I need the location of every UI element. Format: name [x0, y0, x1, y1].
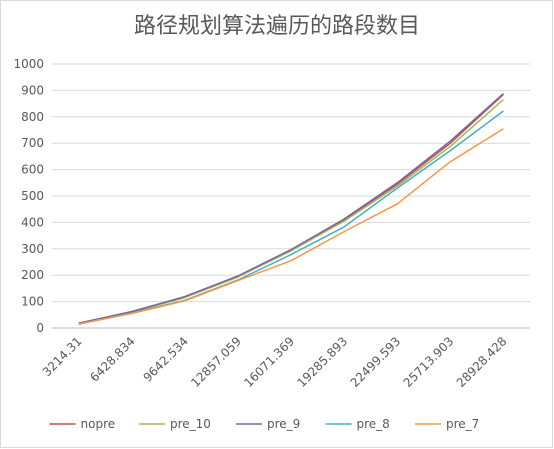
x-tick-label: 6428.834 [87, 334, 137, 384]
legend-label: pre_9 [267, 417, 300, 431]
y-tick-label: 0 [36, 321, 44, 335]
legend-label: pre_8 [357, 417, 390, 431]
x-tick-label: 25713.903 [401, 334, 457, 390]
x-tick-label: 9642.534 [141, 334, 191, 384]
y-tick-label: 700 [21, 136, 44, 150]
y-tick-label: 1000 [13, 57, 44, 71]
series-line-pre-10 [78, 99, 504, 325]
y-tick-label: 800 [21, 110, 44, 124]
y-tick-label: 600 [21, 163, 44, 177]
x-tick-label: 19285.893 [294, 334, 350, 390]
y-tick-label: 500 [21, 189, 44, 203]
series-lines [78, 93, 504, 326]
legend-label: nopre [81, 417, 116, 431]
y-tick-label: 400 [21, 215, 44, 229]
y-tick-label: 300 [21, 242, 44, 256]
y-tick-label: 900 [21, 83, 44, 97]
gridlines [52, 63, 530, 329]
chart-title: 路径规划算法遍历的路段数目 [133, 14, 420, 39]
x-tick-label: 28928.428 [454, 334, 510, 390]
x-axis: 3214.31 6428.834 9642.53412857.05916071.36… [40, 334, 510, 390]
legend-label: pre_7 [446, 417, 479, 431]
legend-label: pre_10 [170, 417, 211, 431]
legend: nopre pre_10 pre_9 pre_8 pre_7 [49, 417, 479, 431]
x-tick-label: 22499.593 [348, 334, 404, 390]
x-tick-label: 3214.31 [40, 334, 85, 379]
x-tick-label: 12857.059 [188, 334, 244, 390]
series-line-pre-9 [78, 93, 504, 324]
x-tick-label: 16071.369 [241, 334, 297, 390]
y-tick-label: 100 [21, 295, 44, 309]
series-line-pre-7 [78, 128, 504, 325]
y-tick-label: 200 [21, 268, 44, 282]
series-line-nopre [78, 93, 504, 324]
y-axis: 0 100 200 300 400 500 600 700 800 900 1000 [13, 57, 44, 335]
